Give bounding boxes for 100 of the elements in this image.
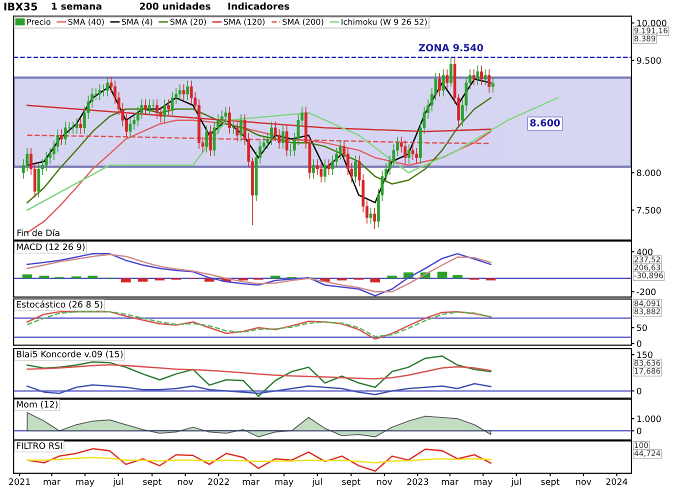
y-tick-label: 0	[636, 340, 642, 348]
legend-label: Precio	[27, 18, 50, 25]
candlestick	[270, 121, 273, 146]
x-tick-label: may	[474, 480, 492, 487]
bar	[22, 274, 32, 278]
legend-label: SMA (120)	[224, 18, 265, 26]
candlestick	[178, 84, 182, 100]
text: Indicadores	[228, 2, 290, 10]
annotation: 8.600	[530, 119, 560, 126]
candlestick	[220, 110, 224, 127]
x-tick-label: jul	[112, 478, 123, 487]
candlestick	[331, 155, 334, 176]
x-tick-label: may	[275, 480, 294, 487]
candlestick	[75, 118, 78, 134]
candlestick	[327, 158, 330, 176]
candlestick	[312, 158, 315, 180]
y-tick-label: 50	[637, 324, 647, 332]
candlestick	[106, 76, 109, 97]
candlestick	[438, 72, 441, 97]
candlestick	[186, 80, 189, 100]
candlestick	[324, 158, 326, 183]
candlestick	[190, 80, 193, 104]
candlestick	[163, 98, 166, 123]
x-tick-label: mar	[242, 480, 260, 485]
y-tick-label: 400	[636, 248, 652, 256]
legend-label: SMA (40)	[68, 18, 104, 26]
x-tick-label: jul	[312, 478, 322, 487]
bar	[387, 276, 397, 278]
candlestick	[182, 84, 186, 100]
x-tick-label: sept	[143, 478, 162, 487]
candlestick	[446, 68, 449, 90]
x-tick-label: 2021	[9, 478, 30, 485]
chart-title: FILTRO RSI	[16, 442, 62, 449]
bar	[88, 276, 98, 278]
candlestick	[450, 56, 452, 88]
candlestick	[480, 65, 483, 86]
x-tick-label: 2024	[606, 478, 628, 485]
text: 200 unidades	[140, 2, 210, 10]
candlestick	[354, 155, 357, 183]
candlestick	[128, 118, 132, 138]
candlestick	[492, 77, 494, 93]
line-series	[26, 97, 492, 204]
candlestick	[346, 148, 350, 176]
x-tick-label: nov	[377, 480, 392, 485]
bar	[437, 272, 448, 278]
candlestick	[64, 121, 67, 146]
bar	[121, 278, 131, 282]
x-tick-label: nov	[576, 480, 592, 485]
candlestick	[334, 148, 338, 168]
chart-title: Mom (12)	[16, 400, 58, 409]
y-tick-label: 7.500	[637, 206, 661, 214]
x-tick-label: mar	[44, 480, 60, 485]
candlestick	[472, 68, 476, 86]
y-tick-label: -200	[636, 288, 656, 296]
candlestick	[415, 148, 418, 164]
candlestick	[282, 125, 284, 150]
candlestick	[136, 106, 140, 127]
candlestick	[170, 91, 174, 116]
y-tick-label: 0	[636, 388, 642, 394]
chart-title: MACD (12 26 9)	[16, 243, 85, 252]
candlestick	[408, 144, 410, 164]
bar	[370, 278, 380, 282]
x-tick-label: 2023	[407, 478, 428, 485]
line-series	[26, 382, 492, 396]
candlestick	[148, 98, 151, 116]
candlestick	[476, 65, 480, 86]
candlestick	[411, 144, 414, 160]
x-tick-label: mar	[442, 480, 459, 485]
chart-title: Estocástico (26 8 5)	[16, 300, 102, 309]
chart-title: Blai5 Koncorde v.09 (15)	[16, 350, 123, 358]
candlestick	[44, 151, 48, 172]
candlestick	[240, 114, 242, 142]
candlestick	[132, 114, 136, 130]
x-tick-label: sept	[541, 478, 560, 487]
candlestick	[404, 140, 407, 164]
candlestick	[442, 68, 445, 97]
text: 1 semana	[52, 2, 102, 10]
candlestick	[79, 118, 82, 134]
y-tick-label: 0	[636, 428, 642, 434]
bar	[452, 275, 462, 278]
candlestick	[205, 125, 208, 153]
x-tick-label: nov	[178, 480, 194, 485]
candlestick	[373, 207, 376, 230]
line-series	[26, 97, 559, 211]
line-series	[26, 134, 492, 144]
x-tick-label: may	[76, 480, 94, 487]
y-tick-label: 9.500	[636, 57, 661, 64]
y-tick-label: 1.000	[637, 415, 661, 422]
x-tick-label: jul	[511, 478, 521, 487]
chart-title: IBX35	[4, 2, 38, 11]
candlestick	[209, 125, 212, 157]
candlestick	[98, 84, 102, 100]
annotation: ZONA 9.540	[418, 44, 484, 52]
y-tick-label: 10.000	[637, 20, 666, 26]
y-tick-label: 150	[637, 351, 652, 358]
legend-label: SMA (200)	[282, 18, 324, 26]
legend-label: Ichimoku (W 9 26 52)	[342, 18, 427, 26]
y-tick-label: 8.000	[636, 170, 661, 176]
bar	[270, 276, 280, 278]
x-tick-label: sept	[342, 478, 360, 487]
